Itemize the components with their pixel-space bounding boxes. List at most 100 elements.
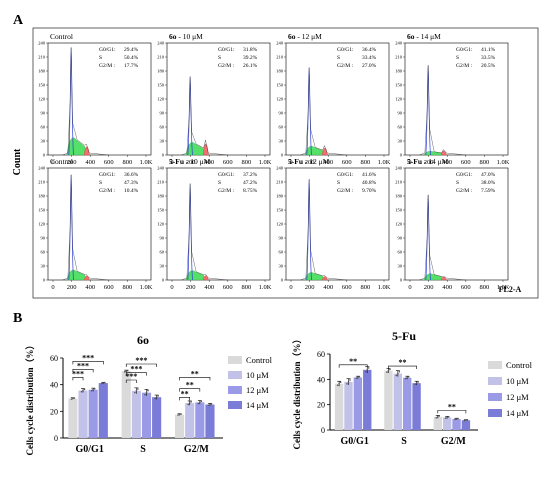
phase-label: G2/M : bbox=[218, 188, 235, 194]
y-tick-label: 210 bbox=[395, 55, 403, 60]
x-tick-label: 200 bbox=[186, 284, 196, 291]
histogram-frame bbox=[166, 42, 271, 156]
phase-label: S bbox=[337, 55, 340, 61]
data-point bbox=[395, 374, 398, 377]
y-tick-label: 180 bbox=[276, 194, 284, 199]
data-point bbox=[209, 403, 211, 406]
y-tick-label: 30 bbox=[279, 264, 284, 269]
phase-value: 38.0% bbox=[481, 180, 496, 186]
y-tick-label: 120 bbox=[395, 222, 403, 227]
phase-value: 36.4% bbox=[362, 47, 377, 53]
data-point bbox=[145, 391, 148, 394]
histogram-title: 6o - 12 μM bbox=[288, 32, 322, 41]
data-point bbox=[386, 371, 388, 373]
legend-swatch bbox=[228, 371, 242, 379]
y-tick-label: 90 bbox=[160, 111, 165, 116]
x-tick-label: 600 bbox=[342, 284, 352, 291]
legend-label: 14 μM bbox=[506, 408, 529, 418]
legend-swatch bbox=[488, 393, 502, 401]
y-tick-label: 210 bbox=[395, 180, 403, 185]
histogram-title: Control bbox=[50, 157, 73, 166]
histogram-frame bbox=[404, 42, 509, 156]
y-tick-label: 30 bbox=[160, 139, 165, 144]
histogram-s-phase bbox=[66, 137, 87, 156]
y-tick-label: 90 bbox=[41, 236, 46, 241]
data-point bbox=[438, 415, 441, 417]
bar bbox=[393, 373, 403, 430]
histogram-frame bbox=[47, 42, 152, 156]
legend-swatch bbox=[488, 361, 502, 369]
y-tick-label: 60 bbox=[398, 250, 403, 255]
data-point bbox=[357, 376, 359, 379]
histogram-frame bbox=[285, 167, 390, 281]
histogram-panel: 0 30 60 90 120 150 180 210 240 0 200 400 600 800 1.0K 5… bbox=[395, 157, 509, 291]
y-tick-label: 210 bbox=[276, 180, 284, 185]
legend-label: Control bbox=[506, 360, 533, 370]
data-point bbox=[466, 419, 469, 421]
panel-b-label: B bbox=[13, 311, 22, 326]
phase-label: G0/G1: bbox=[99, 47, 116, 53]
histogram-g2m-peak bbox=[440, 276, 447, 281]
data-point bbox=[339, 381, 342, 384]
data-point bbox=[457, 417, 459, 420]
bar bbox=[131, 390, 141, 438]
y-tick-label: 150 bbox=[395, 208, 403, 213]
bar bbox=[98, 383, 108, 438]
data-point bbox=[407, 375, 410, 378]
data-point bbox=[417, 381, 419, 383]
data-point bbox=[366, 369, 369, 371]
data-point bbox=[187, 403, 189, 406]
data-point bbox=[415, 382, 418, 384]
x-tick-label: 1.0K bbox=[140, 284, 153, 291]
data-point bbox=[414, 383, 416, 386]
y-tick-label: 60 bbox=[160, 250, 165, 255]
y-tick-label: 180 bbox=[276, 69, 284, 74]
data-point bbox=[398, 371, 401, 373]
legend-label: Control bbox=[246, 355, 273, 365]
significance-label: ** bbox=[191, 369, 199, 378]
y-tick-label: 0 bbox=[281, 153, 284, 158]
phase-value: 31.8% bbox=[243, 47, 258, 53]
legend-label: 14 μM bbox=[246, 400, 269, 410]
phase-value: 17.7% bbox=[124, 63, 139, 69]
y-tick-label: 0 bbox=[281, 278, 284, 283]
y-tick-label: 240 bbox=[157, 41, 165, 46]
data-point bbox=[125, 370, 128, 373]
data-point bbox=[447, 415, 450, 418]
legend-label: 12 μM bbox=[246, 385, 269, 395]
x-tick-label: 400 bbox=[323, 284, 333, 291]
bar bbox=[88, 389, 98, 438]
data-point bbox=[135, 390, 138, 392]
y-tick-label: 20 bbox=[50, 407, 58, 416]
histogram-title: 6o - 10 μM bbox=[169, 32, 203, 41]
histogram-panel: 0 30 60 90 120 150 180 210 240 0 200 400 600 800 1.0K 6… bbox=[395, 32, 509, 166]
x-tick-label: G0/G1 bbox=[75, 444, 103, 455]
y-tick-label: 180 bbox=[157, 69, 165, 74]
phase-value: 27.0% bbox=[362, 63, 377, 69]
histogram-frame bbox=[47, 167, 152, 281]
histogram-panel: 0 30 60 90 120 150 180 210 240 0 200 400 600 800 1.0K 5… bbox=[157, 157, 271, 291]
significance-label: *** bbox=[72, 369, 84, 378]
significance-label: *** bbox=[82, 353, 94, 362]
legend-swatch bbox=[488, 377, 502, 385]
x-tick-label: 400 bbox=[85, 159, 95, 166]
histogram-title: Control bbox=[50, 32, 73, 41]
histogram-outline bbox=[181, 183, 228, 281]
phase-value: 37.2% bbox=[243, 172, 258, 178]
phase-label: S bbox=[337, 180, 340, 186]
data-point bbox=[190, 400, 192, 403]
data-point bbox=[210, 403, 213, 405]
y-tick-label: 0 bbox=[54, 434, 58, 443]
y-axis-label: Cells cycle distribution（%） bbox=[292, 335, 302, 450]
phase-value: 47.0% bbox=[481, 172, 496, 178]
data-point bbox=[406, 376, 409, 379]
panel-a-frame bbox=[32, 27, 539, 299]
histogram-outline bbox=[62, 47, 109, 156]
histogram-title-dose: Control bbox=[50, 157, 73, 166]
y-tick-label: 120 bbox=[157, 97, 165, 102]
x-tick-label: 200 bbox=[424, 284, 434, 291]
histogram-outline bbox=[300, 179, 347, 281]
data-point bbox=[465, 419, 467, 422]
significance-label: *** bbox=[135, 356, 147, 365]
data-point bbox=[436, 416, 439, 418]
